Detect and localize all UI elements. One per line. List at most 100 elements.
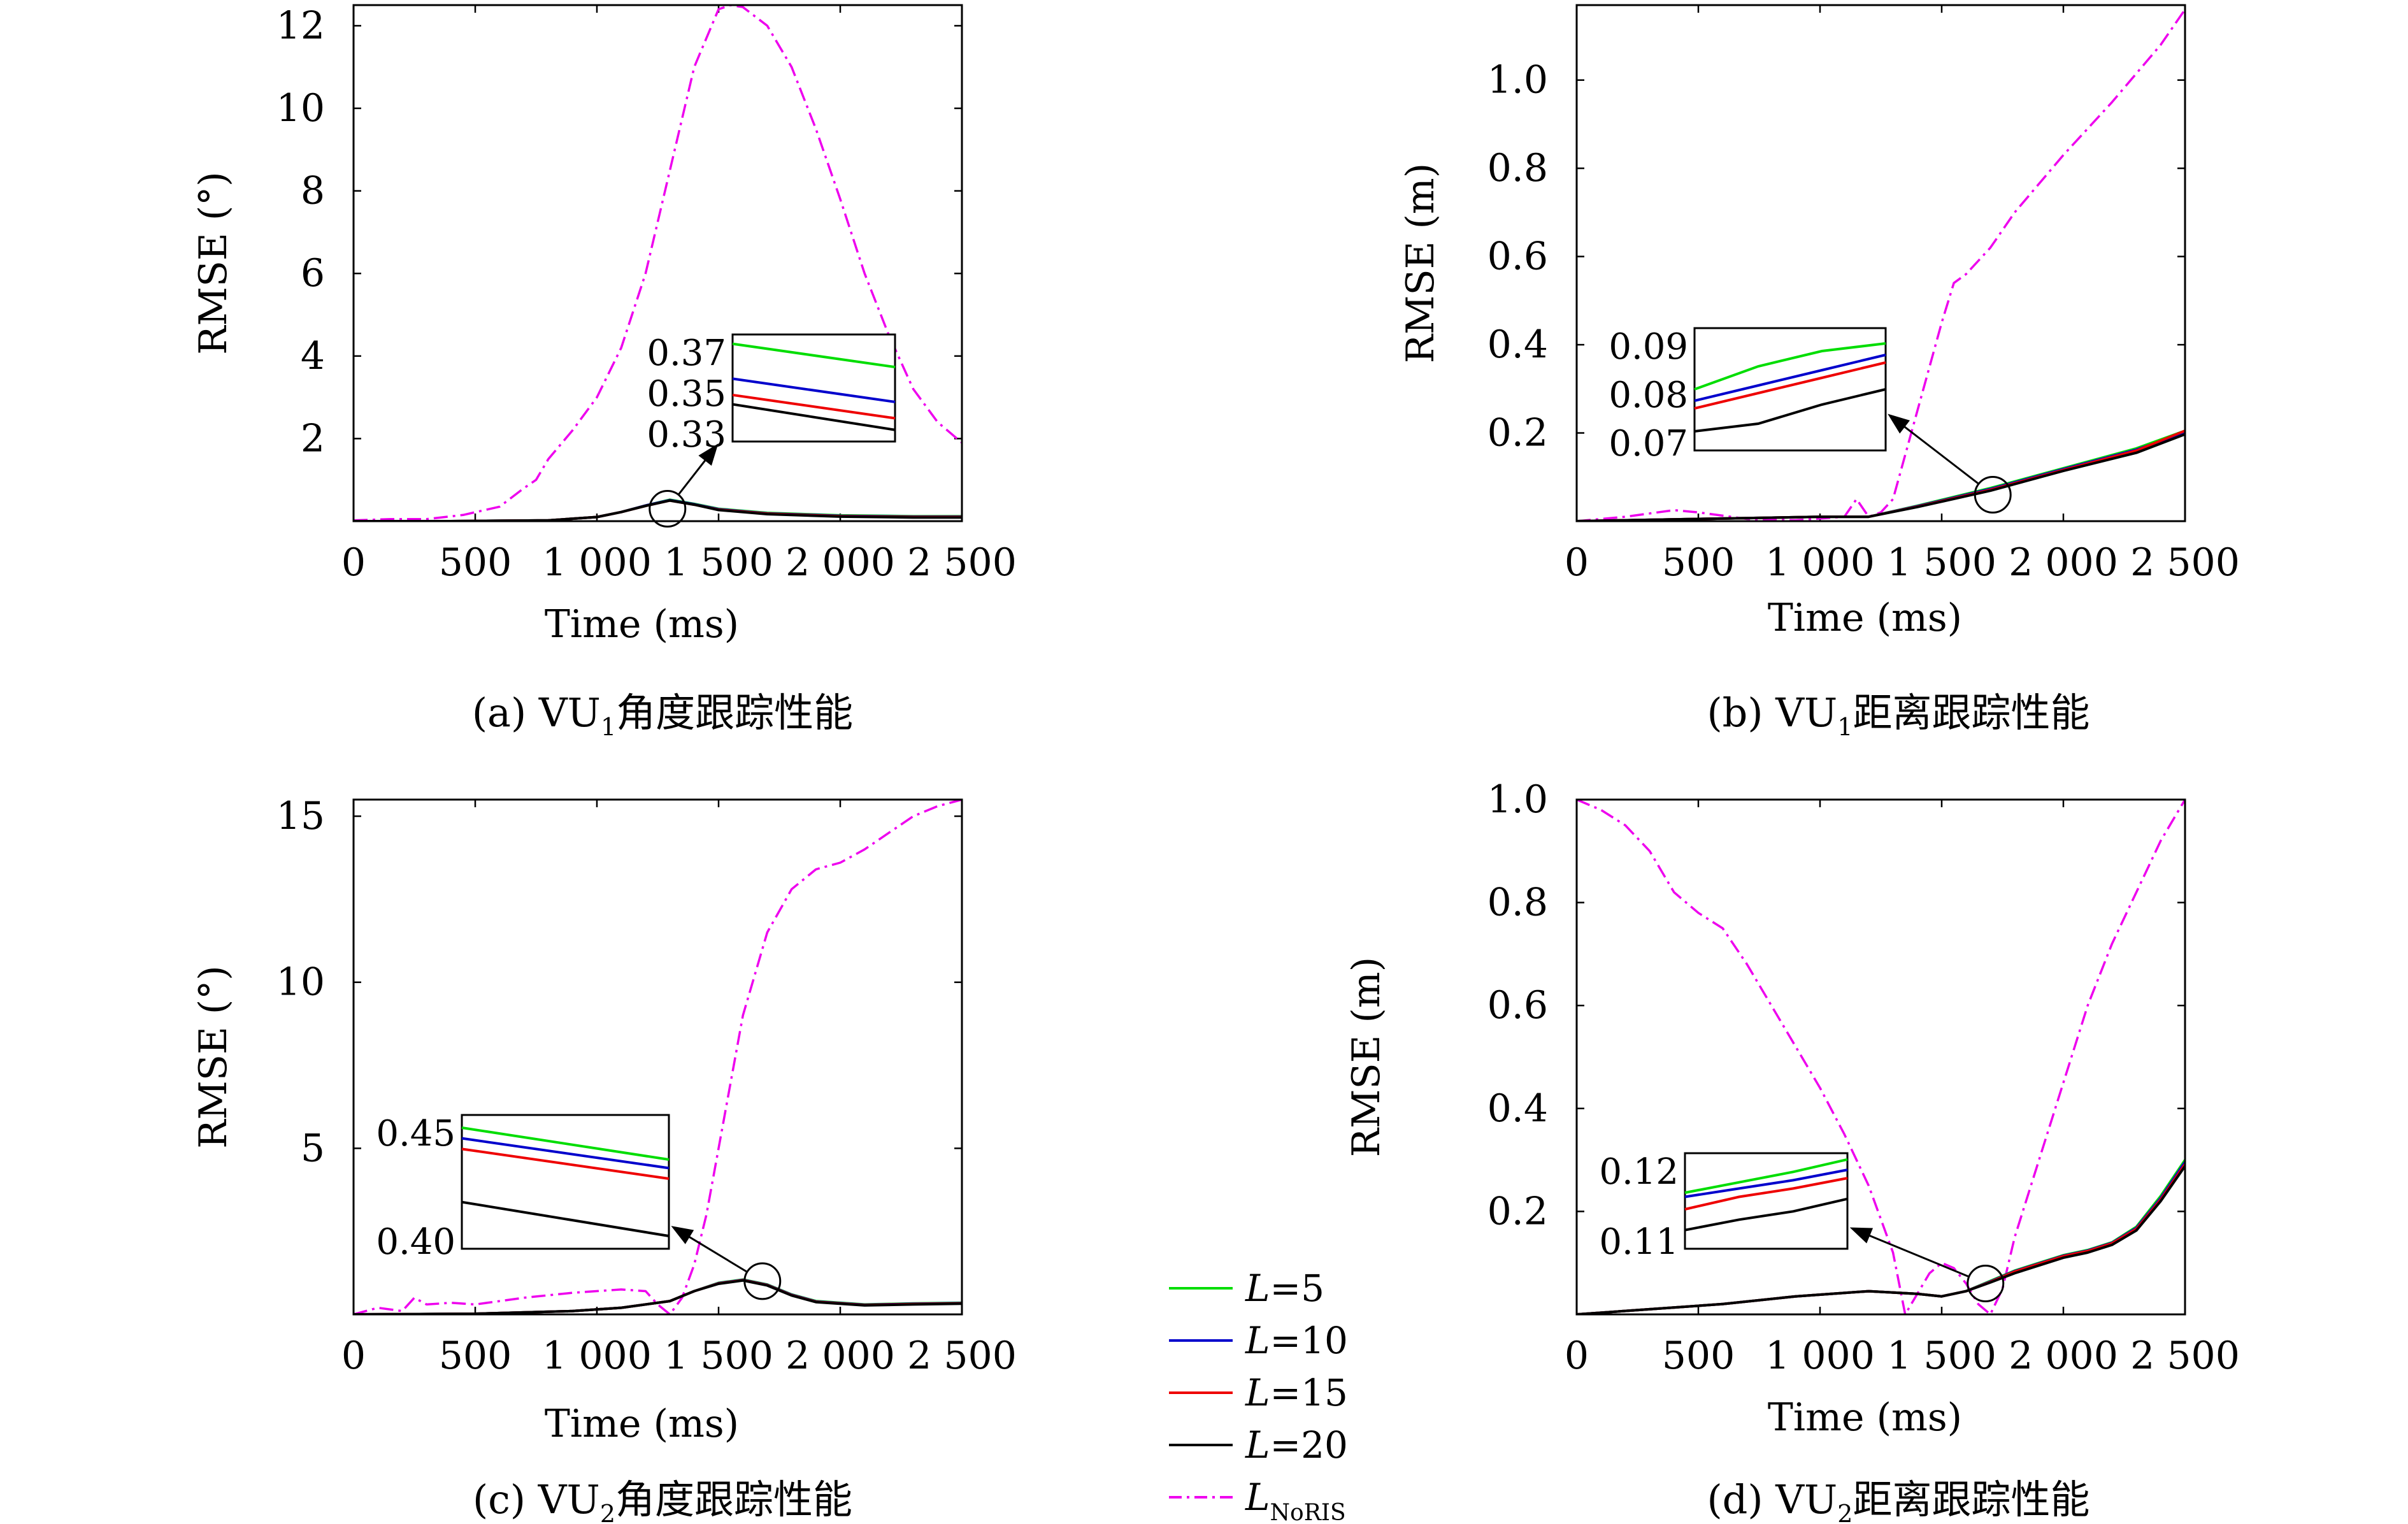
series-line-l-noris <box>354 800 962 1314</box>
inset-line <box>732 342 896 369</box>
y-tick-label: 1.0 <box>1487 58 1548 103</box>
zoom-arrow-head <box>671 1226 694 1244</box>
inset-tick-label: 0.35 <box>647 373 726 415</box>
caption-sub: 1 <box>601 713 616 741</box>
x-tick-label: 2 500 <box>2130 1334 2240 1378</box>
legend-label: L=20 <box>1245 1423 1348 1467</box>
inset-line <box>1694 388 1886 433</box>
series-line-l-noris <box>1577 8 2185 521</box>
x-tick-label: 2 500 <box>907 1334 1017 1378</box>
inset-tick-label: 0.08 <box>1609 375 1688 416</box>
caption-tail: 距离跟踪性能 <box>1853 689 2089 736</box>
inset-frame <box>731 333 896 443</box>
inset-line <box>461 1147 670 1180</box>
caption-main: (d) VU <box>1707 1476 1837 1523</box>
zoom-arrow-head <box>1888 413 1910 434</box>
inset-line <box>1694 354 1886 402</box>
inset-tick-label: 0.07 <box>1609 423 1688 464</box>
caption-sub: 1 <box>1837 713 1853 741</box>
inset-tick-label: 0.12 <box>1599 1151 1679 1193</box>
caption-sub: 2 <box>1837 1500 1853 1524</box>
x-tick-label: 1 500 <box>664 1334 773 1378</box>
inset-line <box>1684 1177 1848 1211</box>
y-axis-title: RMSE (°) <box>191 965 236 1148</box>
panel-a: 0 500 1 000 1 500 2 000 2 500 2 4 6 8 10 12 Time (ms… <box>191 3 1017 741</box>
inset-line <box>732 403 896 431</box>
caption-tail: 距离跟踪性能 <box>1853 1476 2089 1523</box>
series-line-l-20 <box>1577 1165 2185 1314</box>
inset-tick-label: 0.33 <box>647 414 726 456</box>
x-axis-title: Time (ms) <box>1768 596 1962 640</box>
x-tick-label: 0 <box>341 1334 366 1378</box>
zoom-arrow-head <box>1849 1227 1874 1244</box>
x-tick-label: 2 500 <box>907 540 1017 585</box>
inset-line <box>1694 342 1886 391</box>
inset-line <box>1684 1158 1848 1194</box>
x-tick-label: 0 <box>341 540 366 585</box>
legend-symbol: L <box>1245 1267 1270 1310</box>
x-tick-label: 500 <box>1662 1334 1735 1378</box>
y-tick-label: 0.6 <box>1487 234 1548 279</box>
panel-d: 0 500 1 000 1 500 2 000 2 500 0.2 0.4 0.6 0.8 1.0 T… <box>1344 777 2240 1524</box>
y-tick-label: 0.8 <box>1487 881 1548 925</box>
x-tick-label: 2 500 <box>2130 540 2240 585</box>
inset-tick-label: 0.37 <box>647 333 726 374</box>
caption-main: (c) VU <box>473 1476 600 1523</box>
zoom-arrow-line <box>684 1233 748 1273</box>
series-group <box>1577 8 2185 521</box>
y-tick-label: 0.4 <box>1487 1086 1548 1131</box>
inset-tick-label: 0.45 <box>376 1113 455 1154</box>
series-group <box>354 800 962 1314</box>
legend-subscript: NoRIS <box>1270 1500 1346 1524</box>
x-axis-title: Time (ms) <box>545 1402 739 1446</box>
panel-caption: (b) VU1距离跟踪性能 <box>1707 689 2089 741</box>
x-tick-label: 1 500 <box>1887 1334 1996 1378</box>
zoom-arrow-line <box>1865 1233 1970 1278</box>
zoom-arrow-head <box>698 443 719 466</box>
y-tick-label: 0.2 <box>1487 411 1548 456</box>
series-line-l-15 <box>354 1279 962 1314</box>
inset-tick-label: 0.09 <box>1609 326 1688 368</box>
y-tick-label: 2 <box>301 416 325 461</box>
legend-symbol: L <box>1245 1423 1270 1467</box>
legend-label: L=10 <box>1245 1319 1348 1362</box>
x-tick-label: 2 000 <box>785 540 895 585</box>
legend-symbol: L <box>1245 1319 1270 1362</box>
inset-line <box>461 1200 670 1237</box>
caption-main: (a) VU <box>472 689 601 736</box>
y-tick-label: 0.4 <box>1487 322 1548 367</box>
x-tick-label: 1 500 <box>1887 540 1996 585</box>
panel-b: 0 500 1 000 1 500 2 000 2 500 0.2 0.4 0.6 0.8 1.0 T… <box>1398 4 2240 741</box>
inset-line <box>732 393 896 420</box>
inset-frame <box>1684 1152 1849 1250</box>
x-tick-label: 2 000 <box>2009 1334 2118 1378</box>
x-tick-label: 500 <box>439 1334 512 1378</box>
y-axis-title: RMSE (m) <box>1344 957 1389 1157</box>
legend-symbol: L <box>1245 1371 1270 1414</box>
inset-line <box>461 1126 670 1161</box>
y-tick-label: 10 <box>276 86 325 131</box>
legend-value: =20 <box>1270 1423 1348 1467</box>
x-tick-label: 0 <box>1565 1334 1589 1378</box>
y-tick-label: 5 <box>301 1126 325 1170</box>
series-group <box>1577 800 2185 1314</box>
y-tick-label: 4 <box>301 334 325 378</box>
y-tick-label: 15 <box>276 794 325 838</box>
x-tick-label: 0 <box>1565 540 1589 585</box>
x-tick-label: 1 000 <box>542 540 652 585</box>
legend-label: LNoRIS <box>1245 1476 1346 1524</box>
caption-sub: 2 <box>600 1500 615 1524</box>
caption-main: (b) VU <box>1707 689 1837 736</box>
x-tick-label: 1 000 <box>1765 540 1875 585</box>
inset-line <box>1684 1168 1848 1198</box>
y-tick-label: 8 <box>301 169 325 213</box>
inset-line <box>1684 1197 1848 1232</box>
y-tick-label: 6 <box>301 251 325 296</box>
inset-frame <box>461 1114 670 1250</box>
y-tick-label: 1.0 <box>1487 777 1548 822</box>
y-tick-label: 10 <box>276 960 325 1005</box>
panel-c: 0 500 1 000 1 500 2 000 2 500 5 10 15 Time (ms) RM… <box>191 794 1017 1524</box>
x-tick-label: 1 000 <box>542 1334 652 1378</box>
legend-label: L=5 <box>1245 1267 1324 1310</box>
